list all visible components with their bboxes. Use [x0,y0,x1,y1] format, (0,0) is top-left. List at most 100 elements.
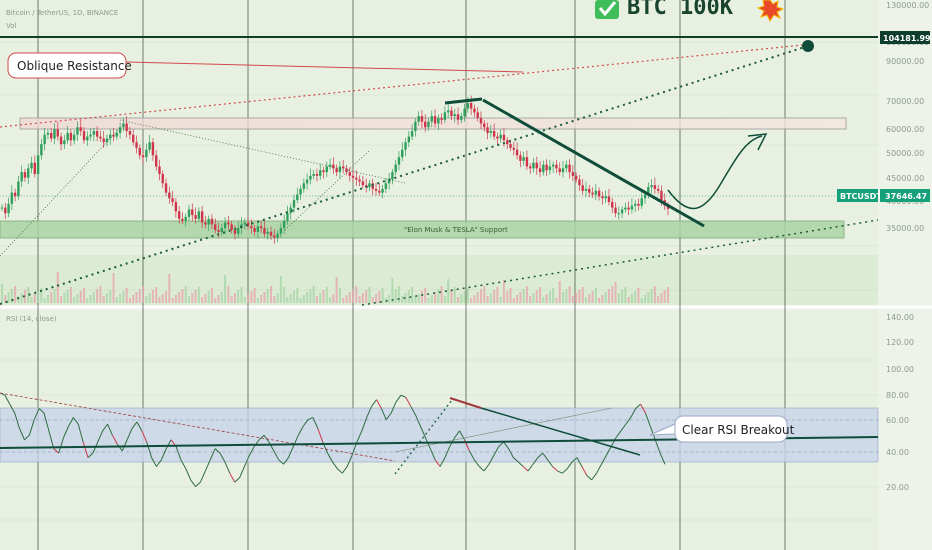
volume-bar [184,286,187,303]
candle-body [387,179,391,184]
volume-bar [178,292,181,303]
candle-body [132,134,135,143]
rsi-segment [302,419,309,427]
rsi-segment [136,421,143,432]
rsi-segment [547,459,553,467]
candle-body [463,108,466,117]
candle-body [535,162,538,169]
candle-body [322,170,325,173]
volume-bar [558,281,561,303]
candle-body [282,220,286,229]
volume-bar [283,287,286,303]
rsi-tick-label: 100.00 [886,365,914,374]
rsi-segment [297,426,304,436]
volume-bar [230,296,233,303]
volume-bar [397,286,400,303]
symbol-tag-badge [837,189,878,202]
rsi-segment [121,439,128,452]
rsi-segment [498,441,504,447]
volume-bar [463,291,466,303]
rsi-segment [19,428,25,440]
rsi-segment [478,466,485,472]
rsi-segment [405,397,412,407]
candle-body [351,175,355,178]
oblique-resistance-line [0,43,813,128]
rsi-segment [517,461,524,467]
volume-bar [315,296,318,303]
candle-body [13,192,17,197]
candle-body [424,121,427,128]
volume-bar [256,298,259,303]
volume-bar [181,289,184,303]
volume-bar [210,288,213,303]
volume-bar [443,296,446,303]
candle-body [217,230,220,232]
volume-bar [496,287,499,303]
rsi-segment [116,443,123,452]
candle-body [633,203,637,206]
price-tick-label: 70000.00 [886,97,924,106]
volume-bar [450,290,453,303]
rsi-tick-label: 140.00 [886,313,914,322]
rsi-segment [356,430,363,443]
volume-bar [220,292,223,303]
volume-bar [434,292,437,303]
rsi-tick-label: 60.00 [886,416,909,425]
rsi-segment [131,421,138,429]
candle-body [299,188,302,195]
volume-bar [237,290,240,303]
volume-bar [122,291,125,303]
rsi-segment [571,457,578,463]
candle-body [640,198,643,206]
candle-body [115,132,119,137]
volume-bar [227,286,230,303]
candle-body [653,185,657,189]
volume-bar [650,289,653,303]
volume-bar [371,297,374,303]
candle-body [394,164,397,173]
candle-body [443,112,447,120]
candle-body [647,187,650,195]
symbol-tag-text: BTCUSDT [840,192,882,201]
rsi-segment [195,481,201,487]
candle-body [509,144,512,148]
candle-body [643,194,647,199]
rsi-segment [327,452,333,463]
volume-bar [325,287,328,303]
volume-bar [105,293,108,303]
volume-bar [204,294,207,303]
candle-body [525,157,529,167]
candle-body [574,175,578,180]
volume-bar [401,296,404,303]
rsi-rising-dotted [394,399,453,475]
candle-body [33,162,37,174]
rsi-segment [317,428,324,443]
candle-body [558,168,561,173]
rsi-faint-rising [394,407,613,453]
candle-body [210,218,214,225]
rsi-breakout-pointer [649,423,676,436]
volume-bar [207,291,210,303]
volume-bar [306,292,309,303]
candle-body [502,134,506,141]
candle-body [378,190,381,193]
candle-body [604,196,607,199]
volume-bar [109,290,112,303]
candle-body [407,136,411,143]
volume-bar [319,293,322,303]
candle-body [433,116,437,124]
volume-bar [273,296,276,303]
candle-body [158,166,161,174]
volume-bar [388,295,391,303]
target-marker-dot [802,40,814,52]
candle-body [591,192,594,195]
candle-body [279,228,283,234]
candle-body [620,209,624,214]
volume-bar [539,287,542,303]
rsi-segment [102,423,108,432]
rsi-segment [53,448,60,454]
candle-body [230,224,233,230]
candle-body [384,183,388,189]
volume-bar [627,297,630,303]
volume-bar [260,295,263,303]
